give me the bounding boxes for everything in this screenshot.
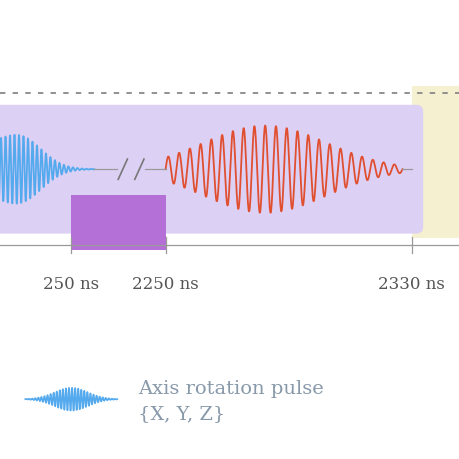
Bar bbox=[71, 195, 165, 250]
Text: {X, Y, Z}: {X, Y, Z} bbox=[138, 404, 225, 422]
Text: 2250 ns: 2250 ns bbox=[132, 275, 199, 292]
FancyBboxPatch shape bbox=[0, 106, 422, 234]
Text: 2330 ns: 2330 ns bbox=[377, 275, 444, 292]
Bar bbox=[411, 87, 459, 239]
Text: 250 ns: 250 ns bbox=[43, 275, 99, 292]
Text: Axis rotation pulse: Axis rotation pulse bbox=[138, 379, 323, 397]
